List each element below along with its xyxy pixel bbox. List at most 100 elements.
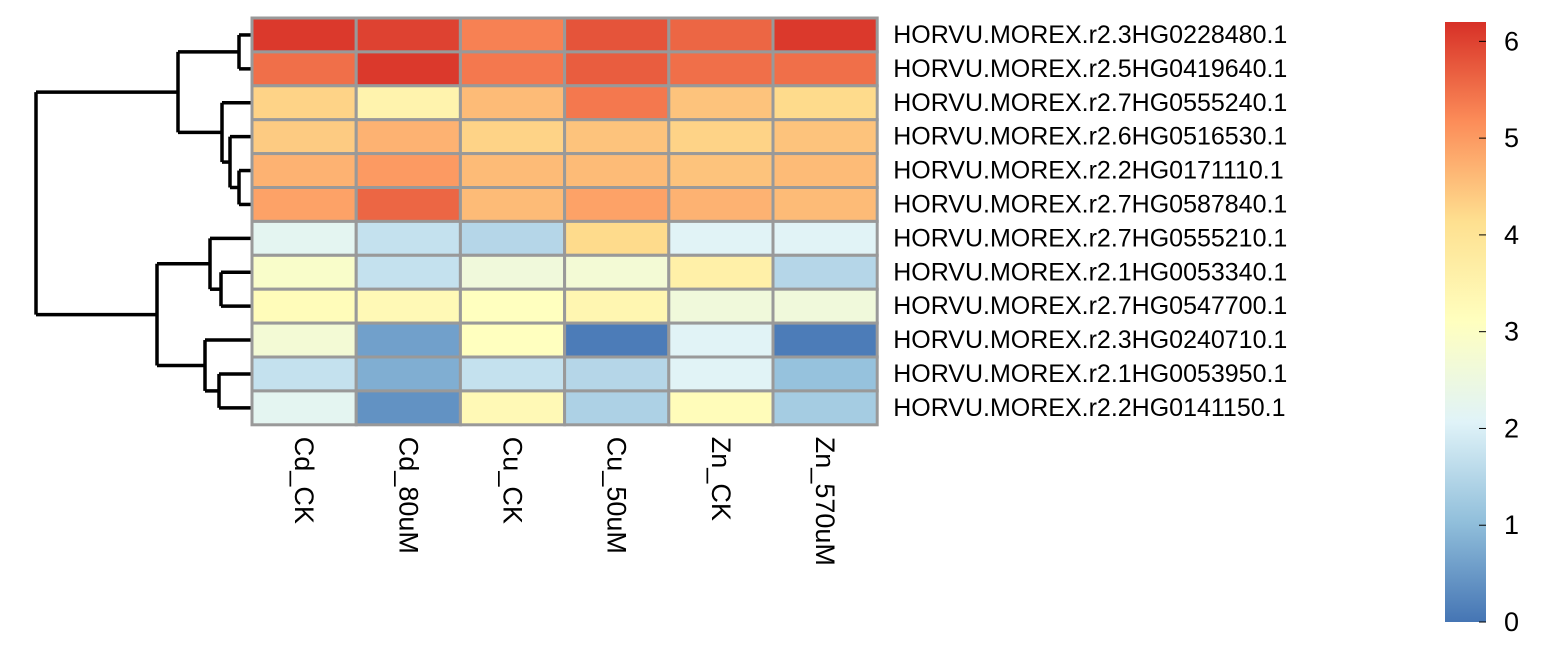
legend-tick-label: 0 — [1504, 607, 1519, 637]
legend-tick-label: 1 — [1504, 510, 1519, 540]
heatmap-cell — [354, 321, 462, 359]
color-legend-bar — [1445, 22, 1486, 622]
heatmap-cell — [458, 321, 567, 359]
heatmap-cell — [667, 321, 775, 359]
heatmap-cell — [354, 16, 462, 54]
heatmap-cell — [667, 219, 775, 257]
heatmap-cell — [667, 253, 775, 291]
column-label: Zn_570uM — [810, 437, 840, 566]
legend-tick-label: 2 — [1504, 413, 1519, 443]
heatmap-cell — [354, 50, 462, 88]
row-label: HORVU.MOREX.r2.7HG0555240.1 — [893, 89, 1287, 117]
heatmap-cell — [667, 16, 775, 54]
heatmap-cell — [458, 16, 567, 54]
heatmap-cell — [667, 186, 775, 223]
heatmap-cell — [667, 287, 775, 325]
heatmap-cell — [771, 84, 879, 122]
heatmap-cell — [771, 321, 879, 359]
heatmap-cell — [771, 389, 879, 427]
row-label: HORVU.MOREX.r2.7HG0547700.1 — [893, 292, 1287, 320]
heatmap-cell — [563, 84, 671, 122]
heatmap-cell — [667, 389, 775, 427]
heatmap-cell — [354, 152, 462, 190]
heatmap-cell — [771, 118, 879, 156]
heatmap-cell — [250, 16, 358, 54]
heatmap-cell — [458, 219, 567, 257]
row-label: HORVU.MOREX.r2.1HG0053340.1 — [893, 258, 1287, 286]
heatmap-cell — [563, 152, 671, 190]
heatmap-cell — [250, 152, 358, 190]
heatmap-cell — [458, 355, 567, 393]
heatmap-cell — [250, 355, 358, 393]
heatmap-cell — [250, 50, 358, 88]
heatmap-cell — [563, 253, 671, 291]
heatmap-cell — [354, 84, 462, 122]
heatmap-cell — [250, 287, 358, 325]
heatmap-cell — [563, 321, 671, 359]
heatmap-cell — [667, 50, 775, 88]
legend-tick-label: 5 — [1504, 123, 1519, 153]
column-label: Zn_CK — [706, 437, 736, 521]
heatmap-cell — [771, 152, 879, 190]
column-label: Cu_50uM — [602, 437, 632, 554]
row-label: HORVU.MOREX.r2.2HG0141150.1 — [893, 394, 1285, 422]
heatmap-cell — [771, 219, 879, 257]
heatmap-cell — [458, 186, 567, 223]
color-legend-ticks: 0 1 2 3 4 5 6 — [1479, 26, 1519, 637]
heatmap-cell — [354, 219, 462, 257]
heatmap-cell — [354, 253, 462, 291]
row-label: HORVU.MOREX.r2.2HG0171110.1 — [893, 157, 1283, 185]
heatmap-cell — [563, 186, 671, 223]
heatmap-cell — [354, 355, 462, 393]
row-label: HORVU.MOREX.r2.7HG0587840.1 — [893, 190, 1287, 218]
row-label: HORVU.MOREX.r2.7HG0555210.1 — [893, 224, 1287, 252]
heatmap-cell — [771, 253, 879, 291]
row-label: HORVU.MOREX.r2.3HG0240710.1 — [893, 326, 1287, 354]
row-label: HORVU.MOREX.r2.1HG0053950.1 — [893, 360, 1287, 388]
heatmap-cell — [563, 287, 671, 325]
heatmap-cell — [250, 253, 358, 291]
heatmap-cell — [250, 321, 358, 359]
heatmap-cell — [563, 355, 671, 393]
heatmap-cell — [771, 287, 879, 325]
legend-tick-label: 4 — [1504, 220, 1519, 250]
heatmap-cell — [250, 186, 358, 223]
heatmap-cell — [563, 118, 671, 156]
heatmap-cell — [667, 152, 775, 190]
heatmap-cells — [250, 16, 879, 427]
legend-tick-label: 3 — [1504, 317, 1519, 347]
heatmap-cell — [458, 287, 567, 325]
row-label: HORVU.MOREX.r2.6HG0516530.1 — [893, 123, 1287, 151]
heatmap-cell — [458, 253, 567, 291]
heatmap-cell — [458, 152, 567, 190]
heatmap-cell — [354, 118, 462, 156]
heatmap-cell — [563, 389, 671, 427]
row-label: HORVU.MOREX.r2.3HG0228480.1 — [893, 21, 1287, 49]
heatmap-cell — [667, 355, 775, 393]
heatmap-cell — [458, 118, 567, 156]
heatmap-cell — [771, 16, 879, 54]
row-labels: HORVU.MOREX.r2.3HG0228480.1 HORVU.MOREX.r… — [893, 21, 1287, 422]
heatmap-cell — [667, 84, 775, 122]
column-labels: Cd_CK Cd_80uM Cu_CK Cu_50uM Zn_CK Zn_570uM — [289, 437, 840, 566]
heatmap-cell — [250, 389, 358, 427]
heatmap-cell — [667, 118, 775, 156]
heatmap-cell — [458, 84, 567, 122]
heatmap-cell — [563, 16, 671, 54]
heatmap-cell — [563, 219, 671, 257]
heatmap-cell — [771, 186, 879, 223]
heatmap-cell — [250, 84, 358, 122]
color-legend: 0 1 2 3 4 5 6 — [1445, 22, 1519, 637]
row-label: HORVU.MOREX.r2.5HG0419640.1 — [893, 55, 1287, 83]
heatmap-cell — [250, 219, 358, 257]
heatmap-cell — [354, 186, 462, 223]
heatmap-cell — [458, 50, 567, 88]
column-label: Cd_80uM — [393, 437, 423, 554]
row-dendrogram — [34, 33, 252, 410]
heatmap-cell — [563, 50, 671, 88]
heatmap-cell — [354, 287, 462, 325]
column-label: Cu_CK — [498, 437, 528, 524]
heatmap-cell — [458, 389, 567, 427]
heatmap-cell — [771, 355, 879, 393]
